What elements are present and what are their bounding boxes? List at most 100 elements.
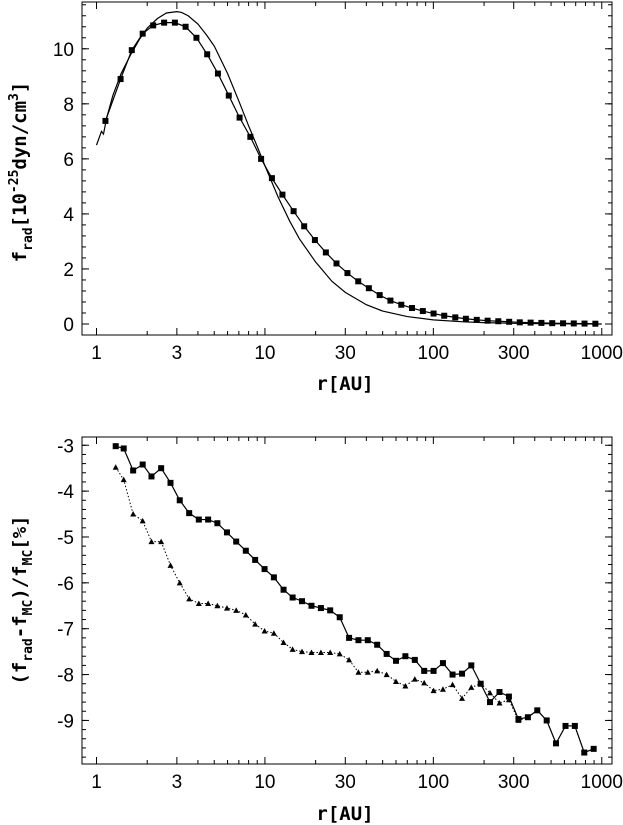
x-tick-label: 10 bbox=[254, 343, 275, 364]
top-y-axis-label: frad[10-25dyn/cm3] bbox=[7, 82, 36, 263]
series-0-point bbox=[195, 516, 202, 523]
y-tick-label: -6 bbox=[57, 574, 74, 595]
y-tick-label: -5 bbox=[57, 528, 74, 549]
x-tick-label: 30 bbox=[335, 343, 356, 364]
series-1-point bbox=[468, 684, 475, 690]
series-1-point bbox=[117, 76, 124, 83]
series-0-point bbox=[421, 667, 428, 674]
x-tick-label: 30 bbox=[335, 772, 356, 793]
series-1-point bbox=[268, 175, 275, 182]
y-tick-label: -3 bbox=[57, 436, 74, 457]
series-1-point bbox=[128, 47, 135, 54]
series-1-point bbox=[139, 30, 146, 37]
bottom-chart: 1 3 10 30 100 300 1000 -3 -4 -5 -6 -7 -8 -9 r[AU] (fr… bbox=[9, 436, 623, 825]
series-1-point bbox=[270, 630, 277, 636]
series-1-point bbox=[214, 70, 221, 77]
series-1-point bbox=[383, 671, 390, 678]
bottom-x-axis-label: r[AU] bbox=[316, 803, 373, 825]
series-1-point bbox=[473, 316, 480, 323]
series-1-line bbox=[104, 22, 596, 325]
series-1-point bbox=[290, 208, 297, 215]
series-1-point bbox=[247, 133, 254, 140]
series-1-point bbox=[581, 749, 588, 756]
series-0-point bbox=[186, 510, 193, 517]
series-1-point bbox=[506, 318, 513, 325]
series-0-point bbox=[430, 667, 437, 674]
x-tick-label: 3 bbox=[172, 343, 183, 364]
series-0-point bbox=[308, 602, 315, 609]
series-1-point bbox=[516, 319, 523, 326]
series-1-point bbox=[524, 714, 531, 720]
series-1-point bbox=[252, 621, 259, 627]
series-1-point bbox=[538, 319, 545, 326]
series-1-point bbox=[120, 476, 127, 483]
series-1-point bbox=[365, 285, 372, 292]
series-1-point bbox=[299, 648, 306, 655]
series-0-point bbox=[402, 653, 409, 660]
series-0-point bbox=[392, 657, 399, 664]
bottom-chart-frame bbox=[81, 436, 613, 765]
series-0-line bbox=[95, 11, 602, 325]
series-0-point bbox=[346, 634, 353, 641]
series-1-point bbox=[462, 315, 469, 322]
series-1-point bbox=[376, 292, 383, 299]
top-y-axis-label-text: frad[10-25dyn/cm3] bbox=[7, 82, 36, 263]
series-1-point bbox=[570, 320, 577, 327]
series-1-point bbox=[484, 317, 491, 324]
series-0-point bbox=[130, 467, 137, 474]
series-1-point bbox=[387, 297, 394, 304]
bottom-y-axis-label-text: (frad-fMC)/fMC[%] bbox=[9, 515, 36, 684]
bottom-chart-ticks: 1 3 10 30 100 300 1000 -3 -4 -5 -6 -7 -8 -9 bbox=[57, 436, 623, 793]
series-1-point bbox=[355, 669, 362, 675]
series-1-point bbox=[430, 687, 437, 694]
series-1-point bbox=[236, 114, 243, 121]
series-1-point bbox=[308, 649, 315, 656]
series-1-point bbox=[496, 700, 503, 706]
series-0-point bbox=[167, 479, 174, 486]
series-1-point bbox=[150, 22, 157, 29]
top-x-axis-label: r[AU] bbox=[316, 373, 373, 395]
series-0-point bbox=[112, 443, 119, 450]
series-1-point bbox=[161, 19, 168, 26]
series-1-point bbox=[167, 562, 174, 568]
bottom-y-axis-label: (frad-fMC)/fMC[%] bbox=[9, 515, 36, 684]
series-1-point bbox=[534, 707, 541, 713]
x-tick-label: 300 bbox=[498, 343, 530, 364]
series-0-point bbox=[261, 566, 268, 573]
series-0-point bbox=[505, 693, 512, 700]
series-1-point bbox=[317, 649, 324, 656]
series-1-point bbox=[301, 223, 308, 230]
series-1-point bbox=[402, 683, 409, 689]
series-1-point bbox=[289, 646, 296, 652]
series-0-point bbox=[242, 547, 249, 554]
series-0-point bbox=[364, 637, 371, 644]
series-1-point bbox=[148, 538, 155, 545]
x-tick-label: 300 bbox=[498, 772, 530, 793]
series-0-point bbox=[176, 497, 183, 504]
series-1-point bbox=[571, 722, 578, 729]
series-1-point bbox=[452, 314, 459, 321]
series-1-point bbox=[421, 679, 428, 686]
series-0-point bbox=[411, 656, 418, 663]
series-1-point bbox=[112, 464, 119, 470]
x-tick-label: 1000 bbox=[581, 343, 623, 364]
series-1-point bbox=[560, 320, 567, 327]
y-tick-label: 2 bbox=[63, 260, 74, 281]
series-1-point bbox=[102, 117, 109, 124]
series-0-point bbox=[468, 662, 475, 669]
series-0-point bbox=[374, 641, 381, 648]
y-tick-label: -7 bbox=[57, 620, 74, 641]
series-1-point bbox=[195, 600, 202, 606]
series-1-point bbox=[355, 278, 362, 285]
series-0-point bbox=[223, 529, 230, 536]
series-0-point bbox=[487, 699, 494, 706]
y-tick-label: 10 bbox=[53, 40, 74, 61]
series-1-point bbox=[441, 312, 448, 319]
series-0-point bbox=[327, 607, 334, 614]
series-1-point bbox=[280, 639, 287, 645]
series-1-point bbox=[364, 669, 371, 675]
series-0-point bbox=[205, 516, 212, 523]
series-1-point bbox=[543, 717, 550, 723]
x-tick-label: 1 bbox=[91, 343, 102, 364]
